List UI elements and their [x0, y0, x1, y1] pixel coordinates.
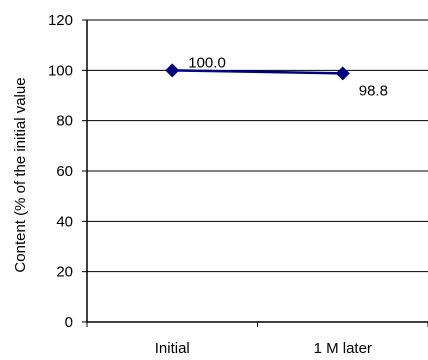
x-tick-label: 1 M later — [314, 340, 372, 357]
y-tick-label: 40 — [56, 213, 73, 230]
data-point-marker — [335, 66, 350, 81]
data-label: 98.8 — [359, 82, 388, 99]
series — [165, 63, 350, 81]
y-tick-label: 60 — [56, 163, 73, 180]
y-tick-label: 20 — [56, 264, 73, 281]
series-line — [172, 69, 343, 75]
y-tick-label: 80 — [56, 113, 73, 130]
data-labels: 100.0 98.8 — [188, 54, 388, 99]
y-tick-label: 120 — [48, 12, 73, 29]
data-point-marker — [165, 63, 180, 78]
y-tick-label: 0 — [65, 314, 73, 331]
x-tick-label: Initial — [155, 340, 190, 357]
y-axis-title: Content (% of the initial value — [12, 77, 29, 272]
y-tick-labels: 0 20 40 60 80 100 120 — [48, 12, 87, 331]
gridlines — [87, 19, 428, 273]
data-label: 100.0 — [188, 54, 226, 71]
x-tick-labels: Initial 1 M later — [86, 322, 428, 357]
y-tick-label: 100 — [48, 62, 73, 79]
